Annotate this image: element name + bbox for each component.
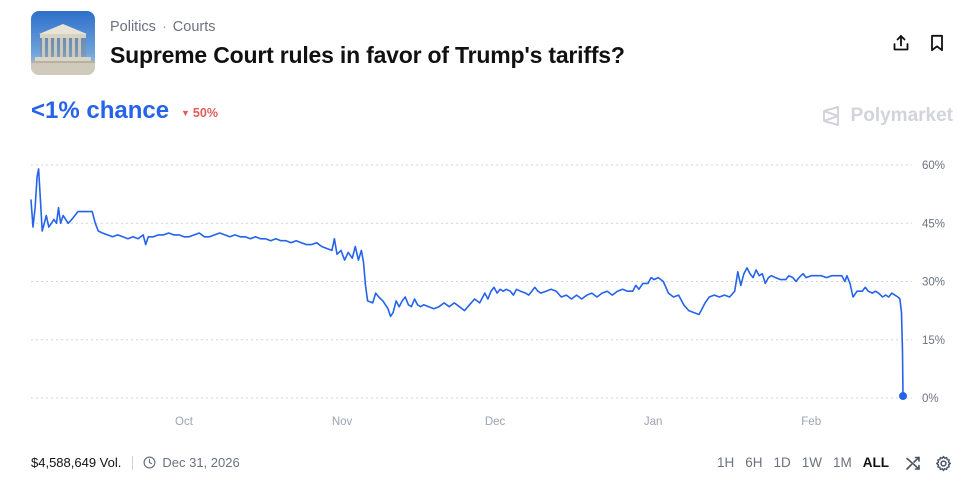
- breadcrumb-politics[interactable]: Politics: [110, 19, 156, 35]
- shuffle-icon: [906, 456, 920, 470]
- change-badge: ▼ 50%: [181, 106, 218, 120]
- x-tick-label-nov: Nov: [332, 416, 353, 428]
- y-tick-label-0: 0%: [922, 393, 939, 405]
- bookmark-icon: [931, 34, 943, 52]
- market-footer: $4,588,649 Vol. Dec 31, 2026: [31, 455, 240, 470]
- range-1m[interactable]: 1M: [832, 455, 852, 470]
- breadcrumb: Politics · Courts: [110, 19, 216, 35]
- change-value: 50%: [192, 106, 218, 120]
- bookmark-button[interactable]: [927, 33, 947, 53]
- footer-divider: [132, 455, 134, 470]
- breadcrumb-courts[interactable]: Courts: [172, 19, 216, 35]
- range-1w[interactable]: 1W: [801, 455, 822, 470]
- settings-button[interactable]: [935, 455, 952, 472]
- x-tick-label-dec: Dec: [485, 416, 506, 428]
- market-title: Supreme Court rules in favor of Trump's …: [110, 42, 625, 68]
- x-tick-label-jan: Jan: [644, 416, 663, 428]
- range-6h[interactable]: 6H: [745, 455, 763, 470]
- x-tick-label-oct: Oct: [175, 416, 194, 428]
- range-1h[interactable]: 1H: [716, 455, 735, 470]
- time-range-selector: 1H 6H 1D 1W 1M ALL: [706, 455, 889, 470]
- y-tick-label-45: 45%: [922, 218, 945, 230]
- share-icon: [893, 35, 909, 51]
- range-1d[interactable]: 1D: [773, 455, 791, 470]
- y-tick-label-60: 60%: [922, 160, 945, 172]
- chance-value: <1% chance: [31, 97, 170, 124]
- compare-button[interactable]: [905, 455, 922, 472]
- x-tick-label-feb: Feb: [801, 416, 821, 428]
- clock-icon: [143, 456, 156, 469]
- down-arrow-icon: ▼: [181, 108, 190, 118]
- breadcrumb-separator: ·: [161, 19, 167, 35]
- current-price-marker: [899, 392, 907, 401]
- market-thumbnail: [31, 11, 95, 75]
- y-tick-label-30: 30%: [922, 277, 945, 289]
- polymarket-watermark: Polymarket: [821, 105, 953, 127]
- volume-text: $4,588,649 Vol.: [31, 455, 122, 470]
- supreme-court-image: [31, 11, 95, 75]
- range-all[interactable]: ALL: [862, 455, 889, 470]
- polymarket-label: Polymarket: [850, 105, 953, 126]
- gear-icon: [936, 455, 951, 472]
- y-tick-label-15: 15%: [922, 335, 945, 347]
- end-date-text: Dec 31, 2026: [162, 455, 240, 470]
- share-button[interactable]: [891, 33, 911, 53]
- yes-price-line: [30, 168, 904, 397]
- polymarket-logo-icon: [822, 106, 839, 126]
